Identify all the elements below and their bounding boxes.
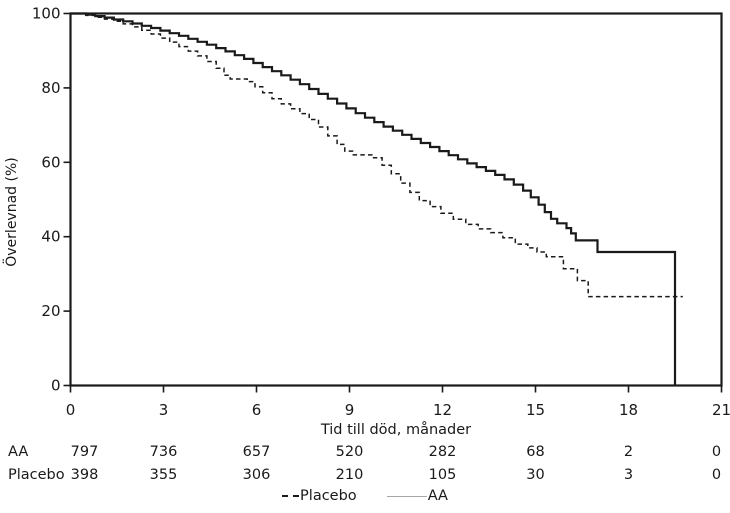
y-tick-label: 60 — [41, 153, 60, 171]
placebo-survival-curve — [70, 12, 683, 298]
risk-count: 355 — [149, 467, 178, 483]
risk-count: 0 — [711, 444, 722, 460]
risk-count: 282 — [428, 444, 457, 460]
risk-count: 210 — [335, 467, 364, 483]
risk-count: 105 — [428, 467, 457, 483]
risk-row-label-placebo: Placebo — [8, 467, 65, 483]
legend-label-placebo: Placebo — [300, 488, 357, 504]
risk-count: 68 — [526, 444, 545, 460]
risk-count: 520 — [335, 444, 364, 460]
x-tick-label: 9 — [345, 401, 355, 419]
risk-count: 306 — [242, 467, 271, 483]
plot-frame — [69, 12, 723, 387]
legend-label-aa: AA — [427, 488, 448, 504]
legend: Placebo AA — [0, 486, 730, 506]
aa-survival-curve — [70, 12, 677, 386]
x-tick-label: 3 — [159, 401, 169, 419]
y-tick-label: 80 — [41, 79, 60, 97]
y-tick-label: 40 — [41, 228, 60, 246]
legend-entry-aa: AA — [386, 488, 448, 504]
risk-count: 657 — [242, 444, 271, 460]
risk-row-label-aa: AA — [8, 444, 29, 460]
risk-count: 2 — [623, 444, 634, 460]
placebo-dashed-line-icon — [282, 495, 300, 497]
risk-count: 736 — [149, 444, 178, 460]
risk-count: 3 — [623, 467, 634, 483]
aa-solid-line-icon — [386, 495, 427, 497]
x-tick-label: 12 — [433, 401, 452, 419]
y-axis-label: Överlevnad (%) — [4, 157, 20, 267]
x-tick-label: 15 — [526, 401, 545, 419]
risk-count: 30 — [526, 467, 545, 483]
risk-count: 398 — [70, 467, 99, 483]
x-tick-label: 0 — [66, 401, 76, 419]
x-tick-label: 6 — [252, 401, 262, 419]
y-tick-label: 20 — [41, 302, 60, 320]
x-tick-label: 21 — [712, 401, 730, 419]
legend-entry-placebo: Placebo — [282, 488, 357, 504]
x-tick-label: 18 — [619, 401, 638, 419]
x-axis-label: Tid till död, månader — [320, 422, 472, 438]
risk-count: 797 — [70, 444, 99, 460]
y-tick-label: 0 — [51, 377, 61, 395]
y-tick-label: 100 — [32, 5, 61, 23]
risk-count: 0 — [711, 467, 722, 483]
